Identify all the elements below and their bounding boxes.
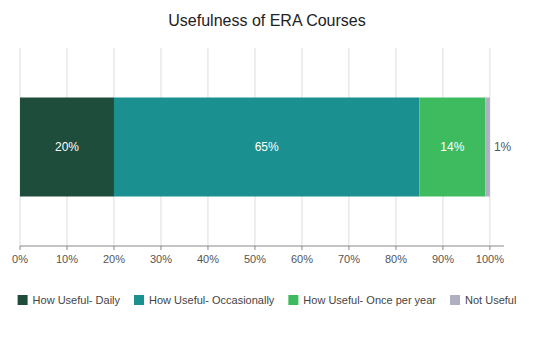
title: Usefulness of ERA Courses — [168, 12, 365, 29]
tick-label: 80% — [385, 253, 407, 265]
chart: Usefulness of ERA Courses 0% 10% 20% 30% 40% 5… — [0, 0, 534, 356]
legend-label: How Useful- Occasionally — [149, 294, 275, 306]
tick-mark — [207, 246, 208, 250]
tick-label: 70% — [338, 253, 360, 265]
tick-mark — [301, 246, 302, 250]
legend: How Useful- Daily How Useful- Occasionall… — [18, 294, 517, 306]
bar-segment — [20, 98, 114, 197]
tick-mark — [113, 246, 114, 250]
axis-line — [20, 246, 504, 247]
legend-swatch — [134, 295, 144, 305]
grid — [20, 48, 490, 246]
data-label: 65% — [255, 140, 279, 154]
tick-mark — [489, 246, 490, 250]
tick-label: 10% — [56, 253, 78, 265]
bar-segment — [485, 98, 490, 197]
tick-mark — [66, 246, 67, 250]
tick-label: 50% — [244, 253, 266, 265]
tick-mark — [395, 246, 396, 250]
legend-swatch — [18, 295, 28, 305]
legend-label: How Useful- Once per year — [303, 294, 436, 306]
x-axis: 0% 10% 20% 30% 40% 50% 60% 70% 80% 90% 100% — [12, 246, 504, 265]
tick-mark — [20, 246, 21, 250]
data-label: 1% — [494, 140, 512, 154]
legend-swatch — [288, 295, 298, 305]
data-label: 14% — [440, 140, 464, 154]
legend-item: How Useful- Occasionally — [134, 294, 275, 306]
tick-mark — [254, 246, 255, 250]
legend-item: Not Useful — [450, 294, 516, 306]
tick-label: 20% — [103, 253, 125, 265]
bar-segment — [419, 98, 485, 197]
data-label: 20% — [55, 140, 79, 154]
legend-label: Not Useful — [465, 294, 516, 306]
tick-label: 100% — [476, 253, 504, 265]
tick-label: 0% — [12, 253, 28, 265]
tick-label: 60% — [291, 253, 313, 265]
tick-label: 40% — [197, 253, 219, 265]
data-labels: 20% 65% 14% 1% — [55, 140, 512, 154]
tick-mark — [160, 246, 161, 250]
legend-label: How Useful- Daily — [33, 294, 121, 306]
tick-label: 90% — [432, 253, 454, 265]
bar-segment — [114, 98, 419, 197]
tick-label: 30% — [150, 253, 172, 265]
bars — [20, 98, 490, 197]
tick-mark — [442, 246, 443, 250]
legend-swatch — [450, 295, 460, 305]
tick-mark — [348, 246, 349, 250]
legend-item: How Useful- Daily — [18, 294, 121, 306]
legend-item: How Useful- Once per year — [288, 294, 436, 306]
